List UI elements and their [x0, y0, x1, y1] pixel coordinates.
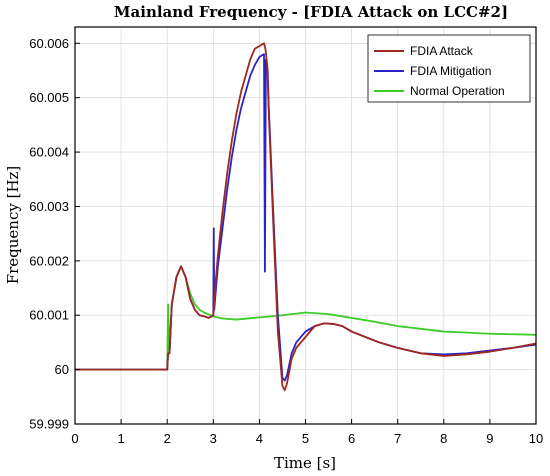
x-tick-label: 10	[529, 431, 543, 446]
x-axis-ticks: 0 1 2 3 4 5 6 7 8 9 10	[71, 419, 543, 446]
x-tick-label: 2	[164, 431, 171, 446]
y-tick-label: 59.999	[29, 417, 69, 432]
x-tick-label: 8	[440, 431, 447, 446]
y-tick-label: 60	[55, 362, 69, 377]
legend: FDIA Attack FDIA Mitigation Normal Operati…	[367, 34, 531, 103]
plot-area	[75, 42, 536, 392]
x-tick-label: 9	[486, 431, 493, 446]
legend-entry-normal-operation: Normal Operation	[410, 84, 505, 98]
legend-entry-fdia-attack: FDIA Attack	[410, 44, 474, 58]
x-tick-label: 0	[71, 431, 78, 446]
x-tick-label: 7	[394, 431, 401, 446]
y-tick-label: 60.004	[29, 145, 69, 160]
chart-title: Mainland Frequency - [FDIA Attack on LCC…	[114, 3, 508, 21]
x-tick-label: 5	[302, 431, 309, 446]
x-tick-label: 1	[117, 431, 124, 446]
x-axis-label: Time [s]	[274, 454, 336, 472]
y-tick-label: 60.003	[29, 199, 69, 214]
x-tick-label: 3	[210, 431, 217, 446]
legend-entry-fdia-mitigation: FDIA Mitigation	[410, 64, 491, 78]
y-tick-label: 60.002	[29, 253, 69, 268]
series-lines	[75, 42, 536, 392]
y-tick-label: 60.006	[29, 36, 69, 51]
series-line-fdia-attack	[75, 42, 536, 392]
x-tick-label: 6	[348, 431, 355, 446]
x-tick-label: 4	[256, 431, 263, 446]
y-tick-label: 60.001	[29, 308, 69, 323]
y-axis-label: Frequency [Hz]	[4, 166, 22, 285]
y-tick-label: 60.005	[29, 90, 69, 105]
y-axis-ticks: 59.999 60 60.001 60.002 60.003 60.004 60.005 60…	[29, 36, 80, 432]
